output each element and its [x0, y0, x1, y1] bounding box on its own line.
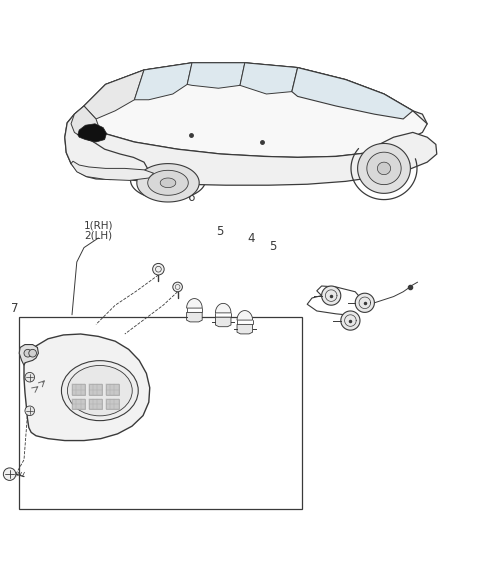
Polygon shape — [160, 178, 176, 188]
Ellipse shape — [61, 360, 138, 420]
FancyBboxPatch shape — [106, 399, 119, 410]
Polygon shape — [322, 286, 341, 305]
Text: 5: 5 — [269, 240, 276, 253]
Circle shape — [173, 282, 182, 292]
Polygon shape — [65, 106, 149, 180]
Text: 3: 3 — [403, 160, 410, 173]
Circle shape — [29, 349, 36, 357]
Polygon shape — [377, 162, 391, 174]
Polygon shape — [134, 63, 192, 100]
Polygon shape — [355, 293, 374, 312]
Polygon shape — [367, 152, 401, 185]
FancyBboxPatch shape — [106, 384, 119, 395]
Text: 5: 5 — [216, 225, 223, 238]
Circle shape — [25, 406, 35, 416]
Polygon shape — [137, 164, 199, 202]
Circle shape — [3, 468, 16, 480]
Polygon shape — [341, 311, 360, 330]
Polygon shape — [71, 106, 101, 142]
Polygon shape — [187, 299, 202, 308]
Circle shape — [153, 264, 164, 275]
Text: 8: 8 — [163, 168, 170, 180]
Polygon shape — [358, 144, 410, 193]
Circle shape — [24, 349, 32, 357]
Polygon shape — [216, 317, 231, 327]
Polygon shape — [216, 303, 231, 313]
FancyBboxPatch shape — [72, 399, 85, 410]
Polygon shape — [148, 170, 188, 195]
Polygon shape — [237, 324, 252, 334]
FancyBboxPatch shape — [72, 384, 85, 395]
Polygon shape — [19, 344, 38, 365]
Polygon shape — [84, 63, 427, 157]
Polygon shape — [292, 67, 413, 119]
Polygon shape — [240, 63, 298, 94]
Text: 6: 6 — [187, 192, 195, 204]
Polygon shape — [24, 334, 150, 440]
Polygon shape — [187, 63, 245, 88]
Text: 7: 7 — [11, 302, 18, 315]
Text: 4: 4 — [247, 232, 255, 245]
Ellipse shape — [67, 366, 132, 416]
Polygon shape — [187, 312, 202, 322]
Polygon shape — [78, 124, 107, 142]
Polygon shape — [74, 63, 427, 157]
FancyBboxPatch shape — [89, 399, 102, 410]
Text: 2(LH): 2(LH) — [84, 231, 112, 240]
Polygon shape — [84, 70, 144, 119]
Bar — [19, 317, 302, 509]
Polygon shape — [65, 114, 437, 185]
Text: 1(RH): 1(RH) — [84, 221, 113, 231]
Polygon shape — [71, 161, 154, 180]
Circle shape — [25, 372, 35, 382]
FancyBboxPatch shape — [89, 384, 102, 395]
Polygon shape — [237, 311, 252, 320]
